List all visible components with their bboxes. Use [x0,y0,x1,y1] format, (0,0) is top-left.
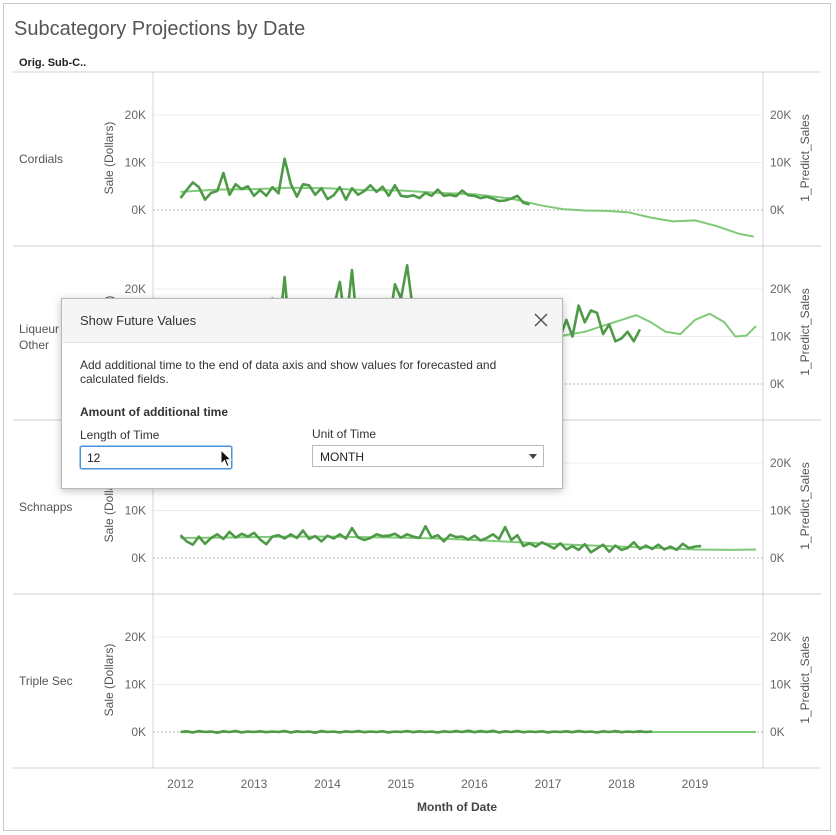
y-tick-label-left: 20K [125,108,146,122]
chevron-down-icon[interactable] [529,454,537,459]
panel-schnapps: 0K0K10K10K20K20KSchnappsSale (Dollars)1_… [19,456,812,565]
length-of-time-label: Length of Time [80,428,160,442]
panel-cordials: 0K 0K 10K 10K 20K 20K Cordials Sale (Dollars) 1_… [19,108,812,238]
y-tick-label-right: 20K [770,282,791,296]
y-tick-label-left: 0K [131,203,146,217]
x-tick-label: 2016 [461,777,488,791]
dialog-title: Show Future Values [80,313,197,328]
right-axis-title: 1_Predict_Sales [798,636,812,723]
unit-of-time-value: MONTH [320,450,364,464]
right-axis-title: 1_Predict_Sales [798,462,812,549]
left-axis-title: Sale (Dollars) [102,644,116,717]
x-tick-label: 2018 [608,777,635,791]
actual-sales-line [179,524,702,554]
row-label: Triple Sec [19,674,73,688]
y-tick-label-left: 10K [125,156,146,170]
y-tick-label-left: 10K [125,504,146,518]
section-label: Amount of additional time [80,405,228,419]
close-icon[interactable] [530,309,552,331]
dialog-description: Add additional time to the end of data a… [80,358,497,386]
actual-sales-line [180,729,653,735]
unit-of-time-label: Unit of Time [312,427,377,441]
left-axis-title: Sale (Dollars) [102,122,116,195]
y-tick-label-right: 10K [770,156,791,170]
page-title: Subcategory Projections by Date [14,18,306,40]
length-of-time-input[interactable] [80,446,232,469]
x-axis-title: Month of Date [417,800,497,814]
y-tick-label-right: 0K [770,551,785,565]
mouse-pointer-icon [220,448,234,474]
row-label: Other [19,338,49,352]
y-tick-label-left: 20K [125,282,146,296]
y-tick-label-right: 20K [770,630,791,644]
x-tick-label: 2015 [388,777,415,791]
predicted-sales-line [180,186,754,238]
actual-sales-line [179,157,530,206]
row-label: Cordials [19,152,63,166]
x-tick-label: 2013 [241,777,268,791]
unit-of-time-select[interactable]: MONTH [312,445,544,467]
y-tick-label-left: 0K [131,551,146,565]
y-tick-label-right: 0K [770,377,785,391]
right-axis-title: 1_Predict_Sales [798,288,812,375]
x-tick-label: 2019 [682,777,709,791]
y-tick-label-right: 0K [770,203,785,217]
x-tick-label: 2014 [314,777,341,791]
x-tick-label: 2017 [535,777,562,791]
y-tick-label-right: 10K [770,678,791,692]
predicted-sales-line [180,535,757,551]
y-tick-label-right: 20K [770,456,791,470]
y-tick-label-right: 0K [770,725,785,739]
row-label: Liqueur [19,322,59,336]
panel-triple-sec: 0K 0K 10K 10K 20K 20K Triple Sec Sale (Dollars)… [19,630,812,739]
x-tick-label: 2012 [167,777,194,791]
show-future-values-dialog: Show Future Values Add additional time t… [61,298,563,489]
row-header-sub-category[interactable]: Orig. Sub-C.. [19,57,87,69]
y-tick-label-left: 10K [125,678,146,692]
dialog-header: Show Future Values [62,299,562,343]
row-label: Schnapps [19,500,72,514]
y-tick-label-right: 10K [770,330,791,344]
y-tick-label-right: 20K [770,108,791,122]
y-tick-label-right: 10K [770,504,791,518]
y-tick-label-left: 20K [125,630,146,644]
y-tick-label-left: 0K [131,725,146,739]
right-axis-title: 1_Predict_Sales [798,114,812,201]
